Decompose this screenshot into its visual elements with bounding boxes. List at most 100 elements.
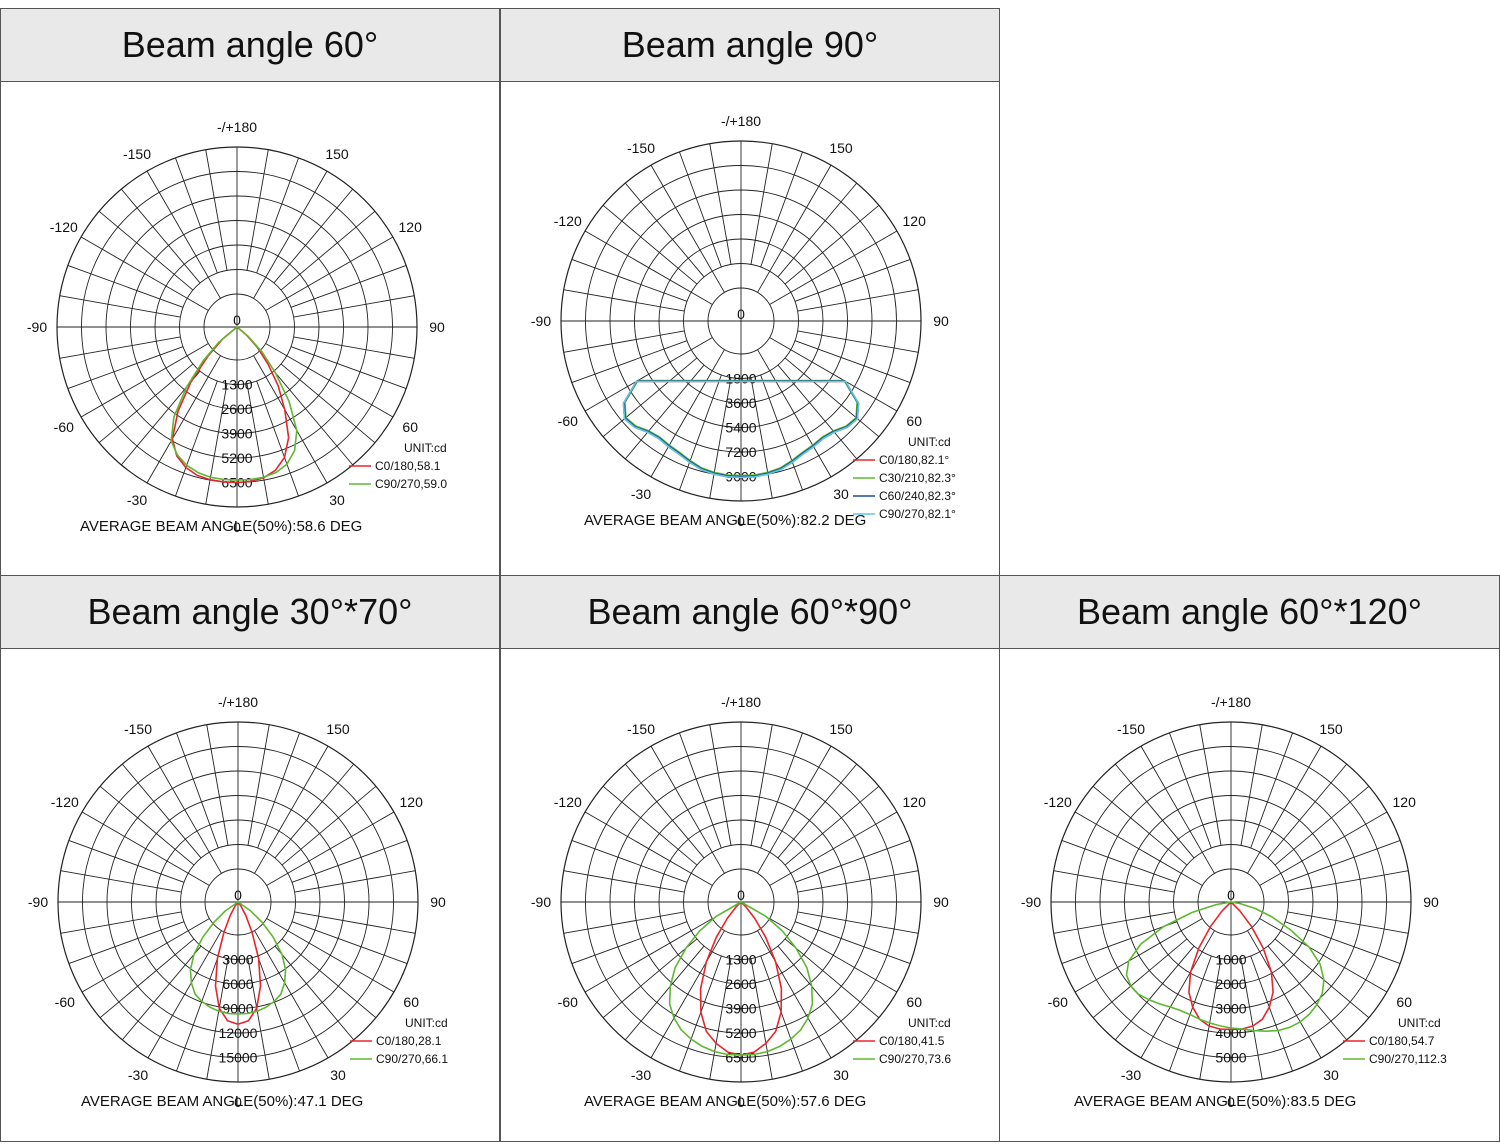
grid-spoke (563, 911, 685, 934)
grid-spoke (280, 363, 376, 444)
grid-spoke (794, 259, 911, 302)
grid-spoke (67, 346, 184, 389)
grid-spoke (146, 355, 221, 484)
grid-spoke (1199, 958, 1222, 1080)
grid-spoke (602, 938, 698, 1019)
grid-spoke (1240, 958, 1263, 1080)
average-beam-angle: AVERAGE BEAM ANGLE(50%):82.2 DEG (584, 512, 866, 529)
grid-spoke (254, 745, 329, 874)
angle-tick-label: -90 (531, 313, 551, 329)
grid-spoke (294, 911, 416, 934)
polar-chart: -/+180 150 120 90 60 30 0 -30 -60 -90 -120 -150 0 130… (531, 694, 952, 1110)
legend-entry: C90/270,73.6 (879, 1052, 951, 1066)
angle-tick-label: -60 (558, 413, 578, 429)
radial-tick-label: 5400 (725, 420, 756, 436)
grid-spoke (205, 149, 228, 271)
series-curve (214, 901, 262, 1026)
radial-tick-label: 3000 (222, 952, 253, 968)
polar-grid (57, 721, 419, 1083)
grid-spoke (679, 151, 722, 268)
grid-spoke (1092, 785, 1188, 866)
angle-tick-label: 120 (903, 794, 927, 810)
angle-tick-label: -60 (54, 419, 74, 435)
grid-spoke (797, 911, 919, 934)
grid-spoke (709, 958, 732, 1080)
grid-spoke (176, 955, 219, 1072)
grid-spoke (760, 151, 803, 268)
angle-tick-label: 60 (1396, 994, 1412, 1010)
grid-spoke (1240, 724, 1263, 846)
average-beam-angle: AVERAGE BEAM ANGLE(50%):83.5 DEG (1074, 1093, 1356, 1110)
grid-spoke (147, 745, 222, 874)
polar-chart: -/+180 150 120 90 60 30 0 -30 -60 -90 -120 -150 0 100… (1021, 694, 1447, 1110)
grid-spoke (1092, 938, 1188, 1019)
series-curve (189, 901, 287, 1015)
grid-spoke (121, 945, 202, 1041)
grid-spoke (1140, 745, 1215, 874)
angle-tick-label: -120 (50, 219, 78, 235)
grid-spoke (265, 343, 394, 418)
grid-spoke (777, 364, 858, 460)
angle-tick-label: 60 (906, 413, 922, 429)
angle-tick-label: -150 (1117, 721, 1145, 737)
grid-spoke (1247, 930, 1322, 1059)
grid-spoke (797, 289, 919, 312)
radial-tick-label: 2600 (221, 401, 252, 417)
center-label: 0 (737, 306, 745, 322)
legend-entry: C0/180,82.1° (879, 453, 949, 467)
radial-tick-label: 7200 (725, 444, 756, 460)
angle-tick-label: 0 (737, 513, 745, 529)
grid-spoke (1169, 732, 1212, 849)
radial-tick-label: 6000 (222, 976, 253, 992)
grid-spoke (291, 921, 408, 964)
angle-tick-label: 90 (933, 894, 949, 910)
grid-spoke (624, 182, 705, 278)
angle-tick-label: 150 (1319, 721, 1343, 737)
grid-spoke (80, 236, 209, 311)
grid-spoke (273, 188, 354, 284)
angle-tick-label: -/+180 (721, 113, 761, 129)
grid-spoke (146, 170, 221, 299)
legend-entry: C60/240,82.3° (879, 489, 956, 503)
grid-spoke (1267, 763, 1348, 859)
angle-tick-label: 90 (933, 313, 949, 329)
angle-tick-label: 30 (1323, 1067, 1339, 1083)
grid-spoke (650, 745, 725, 874)
grid-spoke (571, 840, 688, 883)
grid-spoke (1074, 811, 1203, 886)
grid-spoke (760, 955, 803, 1072)
grid-spoke (1053, 911, 1175, 934)
unit-label: UNIT:cd (908, 1016, 951, 1030)
panel-beam-60: Beam angle 60° -/+180 150 120 90 60 30 0 -30 -60… (0, 8, 500, 576)
grid-spoke (290, 346, 407, 389)
grid-spoke (98, 210, 194, 291)
grid-spoke (1274, 785, 1370, 866)
grid-spoke (602, 785, 698, 866)
grid-spoke (584, 918, 713, 993)
grid-spoke (257, 732, 300, 849)
grid-spoke (563, 870, 685, 893)
grid-spoke (563, 330, 685, 353)
radial-tick-label: 5200 (221, 450, 252, 466)
radial-tick-label: 9000 (222, 1001, 253, 1017)
grid-spoke (1061, 921, 1178, 964)
angle-tick-label: -60 (55, 994, 75, 1010)
average-beam-angle: AVERAGE BEAM ANGLE(50%):58.6 DEG (80, 518, 362, 535)
center-label: 0 (234, 887, 242, 903)
angle-tick-label: -150 (123, 146, 151, 162)
grid-spoke (266, 811, 395, 886)
series-curve (622, 380, 860, 479)
radial-tick-label: 3600 (725, 395, 756, 411)
grid-spoke (281, 938, 377, 1019)
angle-tick-label: 0 (234, 1094, 242, 1110)
series-curve (1188, 901, 1274, 1031)
grid-spoke (794, 921, 911, 964)
grid-spoke (709, 143, 732, 265)
angle-tick-label: -60 (1048, 994, 1068, 1010)
angle-tick-label: -90 (531, 894, 551, 910)
grid-spoke (784, 204, 880, 285)
grid-spoke (68, 840, 185, 883)
grid-spoke (624, 945, 705, 1041)
angle-tick-label: -30 (1121, 1067, 1141, 1083)
angle-tick-label: -120 (1044, 794, 1072, 810)
